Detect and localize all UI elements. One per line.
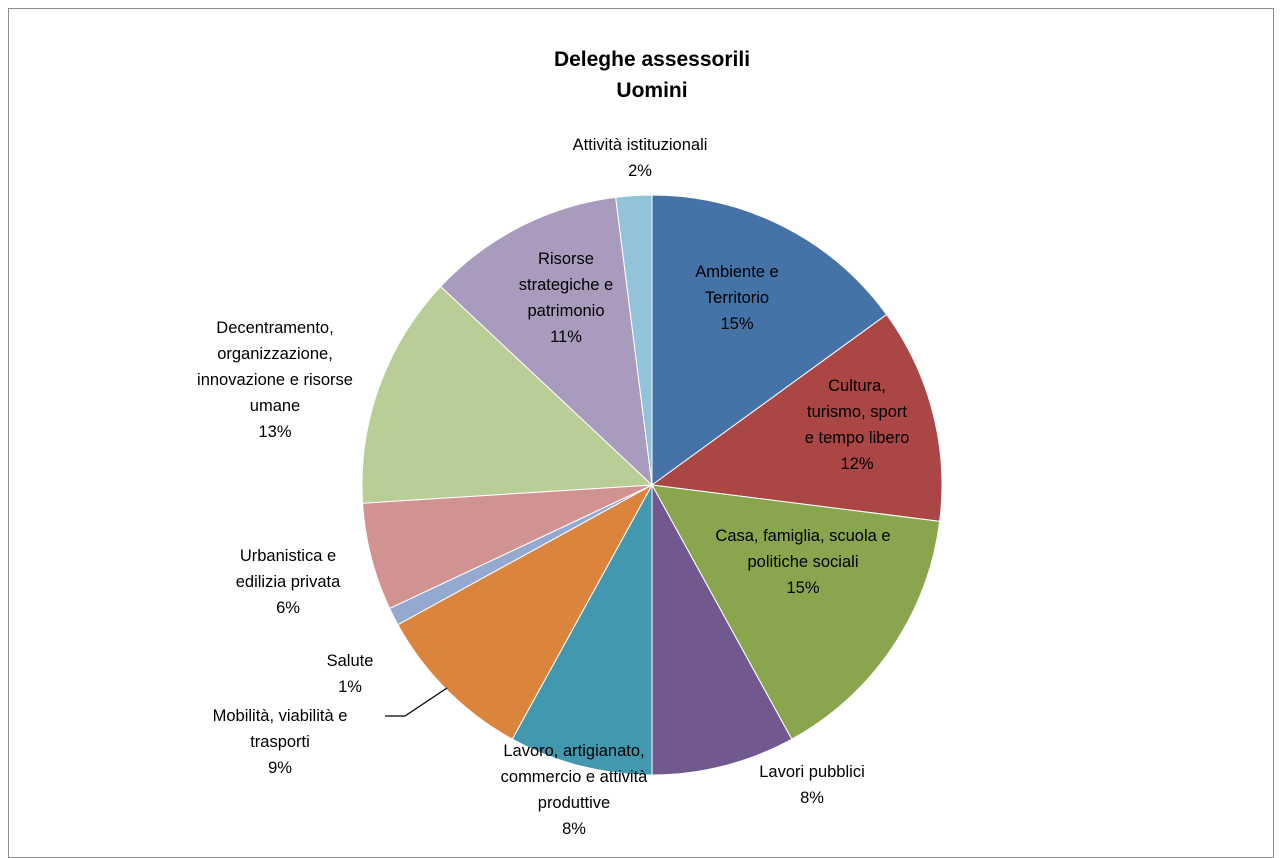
pie-slice <box>651 484 793 776</box>
slice-percent: 8% <box>800 789 824 807</box>
slice-label: Ambiente e Territorio 15% <box>695 259 778 337</box>
slice-percent: 11% <box>550 328 582 346</box>
slice-name: Casa, famiglia, scuola e politiche socia… <box>715 527 891 571</box>
slice-label: Attività istituzionali 2% <box>573 132 708 184</box>
slice-label: Risorse strategiche e patrimonio 11% <box>519 246 613 350</box>
pie-slice <box>650 313 943 522</box>
slice-name: Risorse strategiche e patrimonio <box>518 250 614 320</box>
slice-percent: 9% <box>268 759 292 777</box>
slice-name: Urbanistica e edilizia privata <box>235 547 341 591</box>
slice-label: Casa, famiglia, scuola e politiche socia… <box>715 523 890 601</box>
pie-slice <box>651 484 941 740</box>
slice-percent: 13% <box>258 423 292 441</box>
chart-title: Deleghe assessorili Uomini <box>553 48 751 102</box>
pie-slice <box>439 196 653 487</box>
slice-percent: 15% <box>720 315 754 333</box>
slice-name: Ambiente e Territorio <box>695 263 779 307</box>
slice-name: Mobilità, viabilità e trasporti <box>212 707 348 751</box>
slice-label: Decentramento, organizzazione, innovazio… <box>197 315 353 445</box>
slice-label: Salute 1% <box>327 648 374 700</box>
slice-percent: 6% <box>276 599 300 617</box>
slice-name: Cultura, turismo, sport e tempo libero <box>804 377 910 447</box>
slice-label: Cultura, turismo, sport e tempo libero 12… <box>805 373 910 477</box>
slice-name: Decentramento, organizzazione, innovazio… <box>197 319 353 415</box>
slice-label: Urbanistica e edilizia privata 6% <box>236 543 341 621</box>
slice-name: Lavoro, artigianato, commercio e attivit… <box>500 742 648 812</box>
slice-percent: 12% <box>840 455 874 473</box>
slice-percent: 2% <box>628 162 652 180</box>
slice-name: Lavori pubblici <box>759 763 865 781</box>
leader-line <box>385 687 448 717</box>
pie-slice <box>651 194 888 486</box>
slice-percent: 1% <box>338 678 362 696</box>
slice-percent: 15% <box>786 579 820 597</box>
pie-slice <box>361 285 654 504</box>
slice-percent: 8% <box>562 820 586 838</box>
pie-slice <box>511 484 653 776</box>
slice-name: Attività istituzionali <box>572 136 708 154</box>
pie-slice <box>397 483 654 740</box>
slice-label: Lavoro, artigianato, commercio e attivit… <box>501 738 648 842</box>
slice-label: Mobilità, viabilità e trasporti 9% <box>213 703 348 781</box>
slice-label: Lavori pubblici 8% <box>759 759 864 811</box>
pie-slice <box>615 194 653 486</box>
slice-name: Salute <box>326 652 374 670</box>
